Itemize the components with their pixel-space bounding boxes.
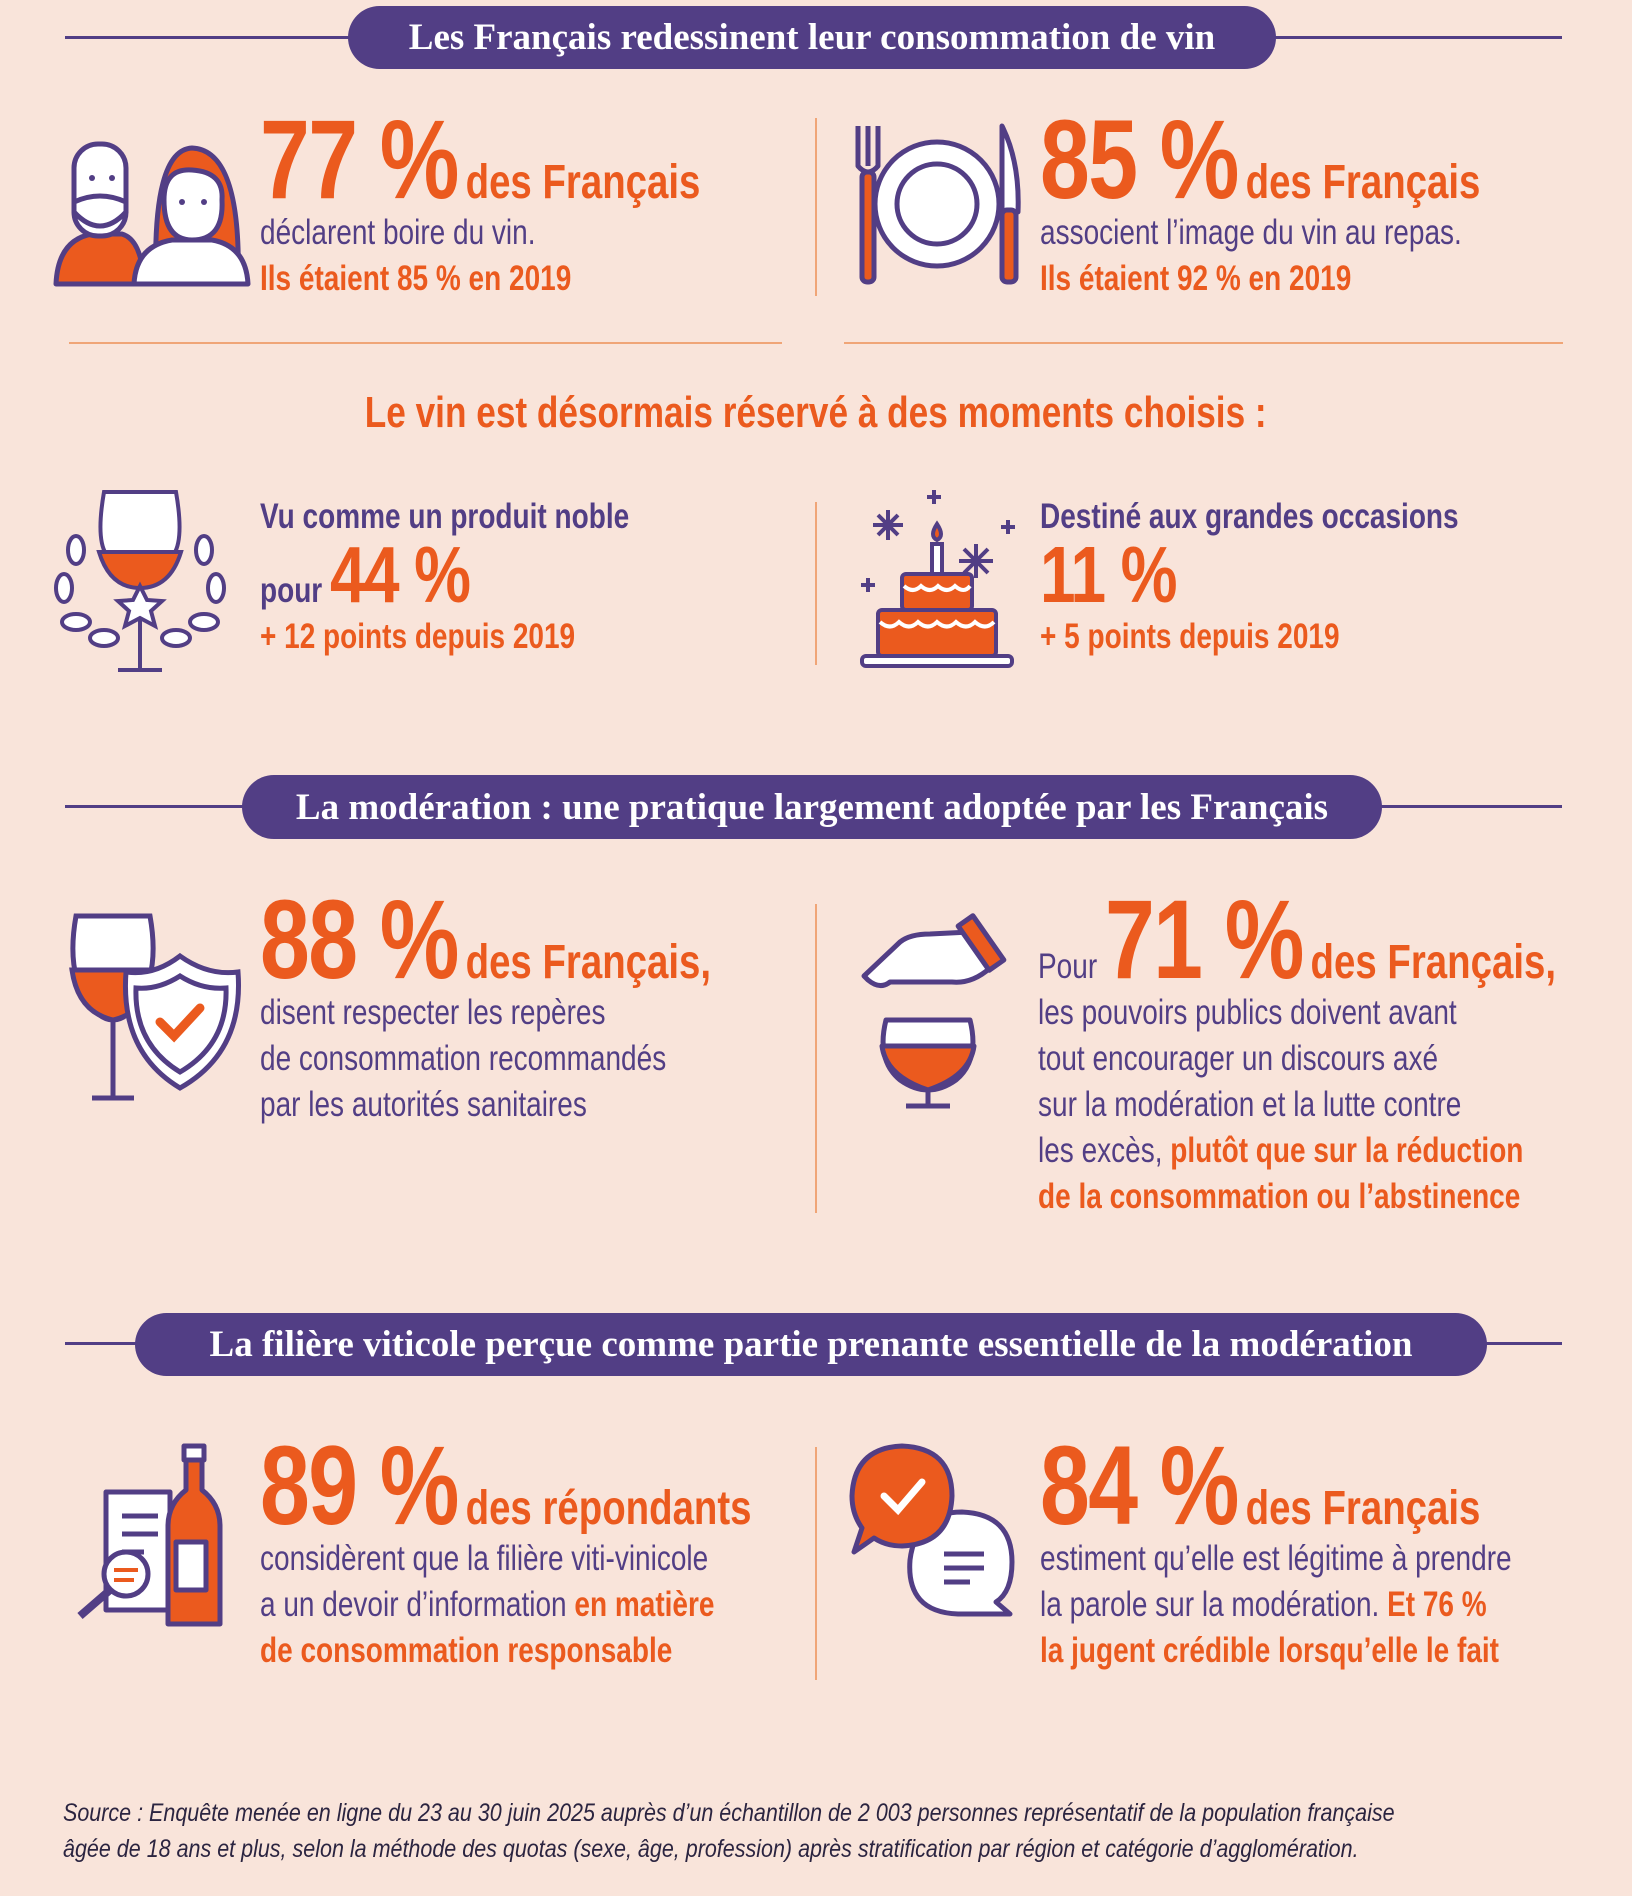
separator-line: [844, 342, 1563, 344]
stat-emphasis: de consommation responsable: [260, 1631, 673, 1670]
plate-cutlery-icon: [855, 123, 1021, 285]
stat-emphasis: Et 76 %: [1387, 1585, 1487, 1624]
stat-line: les pouvoirs publics doivent avant: [1038, 993, 1457, 1032]
stat-emphasis: en matière: [574, 1585, 715, 1624]
stat-subject: des répondants: [465, 1482, 752, 1535]
stat-emphasis: de la consommation ou l’abstinence: [1038, 1177, 1521, 1216]
hand-over-glass-icon: [861, 913, 1007, 1109]
stat-line: de consommation recommandés: [260, 1039, 667, 1078]
source-note: Source : Enquête menée en ligne du 23 au…: [63, 1795, 1395, 1867]
stat-line: déclarent boire du vin.: [260, 213, 536, 252]
stat-value: 11 %: [1040, 530, 1178, 619]
stat-line: associent l’image du vin au repas.: [1040, 213, 1462, 252]
stat-emphasis: plutôt que sur la réduction: [1170, 1131, 1524, 1170]
section-title-2: Le vin est désormais réservé à des momen…: [0, 388, 1632, 438]
stat-line: par les autorités sanitaires: [260, 1085, 587, 1124]
stat-label: Vu comme un produit noble: [260, 497, 630, 536]
stat-subject: des Français: [1245, 156, 1481, 209]
stat-value: 88 %: [260, 877, 459, 1002]
stat-value: 44 %: [330, 530, 471, 619]
stat-line: estiment qu’elle est légitime à prendre: [1040, 1539, 1512, 1578]
stat-prefix: Pour: [1038, 947, 1098, 986]
stat-block-11: Destiné aux grandes occasions 11 % + 5 p…: [1040, 494, 1459, 660]
stat-subject: des Français: [1245, 1482, 1481, 1535]
stat-value: 89 %: [260, 1423, 459, 1548]
stat-block-88: 88 % des Français, disent respecter les …: [260, 884, 712, 1128]
stat-block-77: 77 % des Français déclarent boire du vin…: [260, 104, 701, 302]
stat-line: sur la modération et la lutte contre: [1038, 1085, 1462, 1124]
stat-value: 71 %: [1104, 877, 1304, 1002]
column-divider: [815, 904, 817, 1213]
stat-block-71: Pour 71 % des Français, les pouvoirs pub…: [1038, 884, 1557, 1220]
column-divider: [815, 1447, 817, 1680]
stat-line: la parole sur la modération.: [1040, 1585, 1388, 1624]
couple-icon: [53, 141, 251, 287]
stat-block-44: Vu comme un produit noble pour 44 % + 12…: [260, 494, 629, 660]
separator-line: [69, 342, 782, 344]
stat-block-85: 85 % des Français associent l’image du v…: [1040, 104, 1481, 302]
section-title-text: Le vin est désormais réservé à des momen…: [365, 388, 1267, 437]
document-bottle-magnifier-icon: [77, 1443, 223, 1627]
stat-prefix: pour: [260, 571, 323, 610]
stat-subject: des Français: [465, 156, 701, 209]
stat-block-84: 84 % des Français estiment qu’elle est l…: [1040, 1430, 1512, 1674]
stat-line: a un devoir d’information: [260, 1585, 575, 1624]
stat-line: tout encourager un discours axé: [1038, 1039, 1439, 1078]
section-header-3: La modération : une pratique largement a…: [242, 775, 1382, 839]
stat-value: 77 %: [260, 97, 459, 222]
stat-change: + 5 points depuis 2019: [1040, 617, 1340, 656]
stat-line: les excès,: [1038, 1131, 1171, 1170]
stat-subject: des Français,: [465, 936, 712, 989]
stat-comparison: Ils étaient 92 % en 2019: [1040, 259, 1352, 298]
birthday-cake-icon: [860, 490, 1015, 668]
section-header-1: Les Français redessinent leur consommati…: [348, 6, 1276, 69]
stat-block-89: 89 % des répondants considèrent que la f…: [260, 1430, 752, 1674]
source-line: âgée de 18 ans et plus, selon la méthode…: [63, 1835, 1359, 1863]
stat-label: Destiné aux grandes occasions: [1040, 497, 1459, 536]
section-header-4: La filière viticole perçue comme partie …: [135, 1313, 1487, 1376]
stat-line: disent respecter les repères: [260, 993, 606, 1032]
wine-glass-shield-icon: [69, 913, 242, 1101]
stat-line: considèrent que la filière viti-vinicole: [260, 1539, 709, 1578]
speech-bubbles-check-icon: [849, 1443, 1015, 1617]
wine-glass-laurel-icon: [54, 490, 226, 672]
stat-emphasis: la jugent crédible lorsqu’elle le fait: [1040, 1631, 1500, 1670]
stat-comparison: Ils étaient 85 % en 2019: [260, 259, 572, 298]
stat-subject: des Français,: [1310, 936, 1557, 989]
column-divider: [815, 118, 817, 296]
source-line: Source : Enquête menée en ligne du 23 au…: [63, 1799, 1395, 1827]
stat-value: 84 %: [1040, 1423, 1239, 1548]
stat-value: 85 %: [1040, 97, 1239, 222]
column-divider: [815, 502, 817, 665]
stat-change: + 12 points depuis 2019: [260, 617, 576, 656]
